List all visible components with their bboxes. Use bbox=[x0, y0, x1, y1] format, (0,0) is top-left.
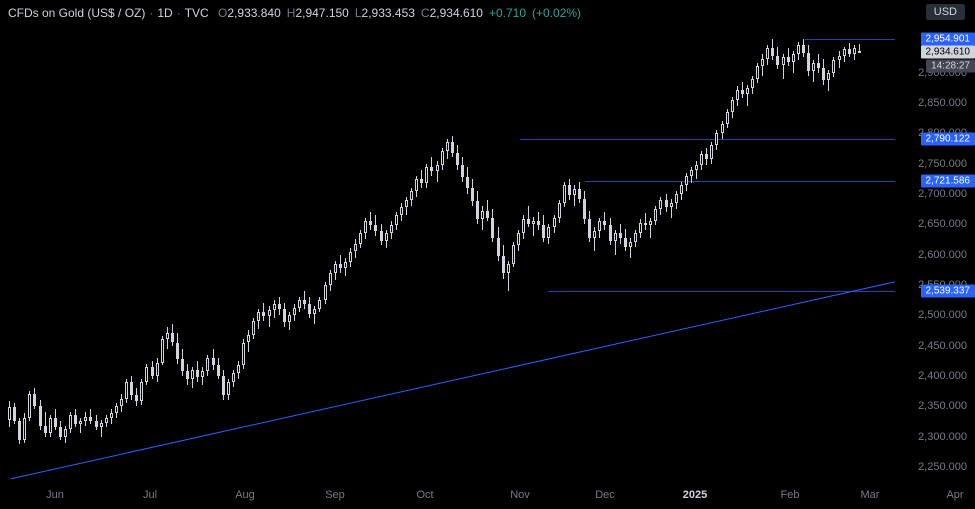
x-tick-label: Jun bbox=[46, 489, 64, 501]
source-label: TVC bbox=[185, 6, 209, 20]
x-tick-label: Oct bbox=[416, 489, 433, 501]
ohlc-close-label: C bbox=[421, 6, 430, 20]
horizontal-line[interactable] bbox=[585, 181, 895, 182]
interval-label[interactable]: 1D bbox=[157, 6, 172, 20]
ohlc-high-value: 2,947.150 bbox=[295, 6, 348, 20]
y-tick-label: 2,450.000 bbox=[918, 340, 967, 352]
x-tick-label: Sep bbox=[325, 489, 345, 501]
horizontal-line[interactable] bbox=[805, 39, 895, 40]
y-tick-label: 2,500.000 bbox=[918, 309, 967, 321]
x-tick-label: Nov bbox=[510, 489, 530, 501]
y-tick-label: 2,250.000 bbox=[918, 461, 967, 473]
horizontal-line-label: 2,790.122 bbox=[921, 133, 975, 146]
ohlc-open-label: O bbox=[215, 6, 228, 20]
chart-plot-area[interactable] bbox=[0, 24, 895, 479]
x-tick-label: Jul bbox=[143, 489, 157, 501]
y-tick-label: 2,400.000 bbox=[918, 370, 967, 382]
horizontal-line[interactable] bbox=[548, 291, 895, 292]
y-tick-label: 2,700.000 bbox=[918, 188, 967, 200]
horizontal-line[interactable] bbox=[520, 139, 895, 140]
x-tick-label: Apr bbox=[946, 489, 963, 501]
y-tick-label: 2,850.000 bbox=[918, 97, 967, 109]
chart-header: CFDs on Gold (US$ / OZ) · 1D · TVC O2,93… bbox=[8, 4, 967, 22]
horizontal-line-label: 2,539.337 bbox=[921, 285, 975, 298]
ohlc-open-value: 2,933.840 bbox=[227, 6, 280, 20]
countdown-label: 14:28:27 bbox=[926, 59, 975, 72]
trendline[interactable] bbox=[0, 24, 895, 479]
change-value: +0.710 bbox=[489, 6, 526, 20]
y-tick-label: 2,300.000 bbox=[918, 431, 967, 443]
y-tick-label: 2,600.000 bbox=[918, 249, 967, 261]
ohlc-low-label: L bbox=[355, 6, 362, 20]
y-tick-label: 2,350.000 bbox=[918, 400, 967, 412]
symbol-name[interactable]: CFDs on Gold (US$ / OZ) bbox=[8, 6, 145, 20]
currency-button[interactable]: USD bbox=[926, 4, 965, 20]
change-percent: (+0.02%) bbox=[532, 6, 581, 20]
x-tick-label: Dec bbox=[595, 489, 615, 501]
separator-dot: · bbox=[177, 6, 181, 20]
x-tick-label: 2025 bbox=[683, 489, 707, 501]
y-axis[interactable]: 2,250.000 2,300.000 2,350.000 2,400.000 2,45… bbox=[895, 24, 975, 479]
chart-root: CFDs on Gold (US$ / OZ) · 1D · TVC O2,93… bbox=[0, 0, 975, 509]
ohlc-high-label: H bbox=[287, 6, 296, 20]
x-tick-label: Aug bbox=[235, 489, 255, 501]
last-price-label: 2,934.610 bbox=[921, 45, 975, 58]
x-axis[interactable]: JunJulAugSepOctNovDec2025FebMarApr bbox=[0, 479, 895, 509]
y-tick-label: 2,750.000 bbox=[918, 158, 967, 170]
separator-dot: · bbox=[149, 6, 153, 20]
horizontal-line-label: 2,721.586 bbox=[921, 174, 975, 187]
y-tick-label: 2,650.000 bbox=[918, 218, 967, 230]
x-tick-label: Feb bbox=[781, 489, 800, 501]
x-tick-label: Mar bbox=[861, 489, 880, 501]
ohlc-low-value: 2,933.453 bbox=[362, 6, 415, 20]
ohlc-close-value: 2,934.610 bbox=[430, 6, 483, 20]
horizontal-line-label: 2,954.901 bbox=[921, 33, 975, 46]
